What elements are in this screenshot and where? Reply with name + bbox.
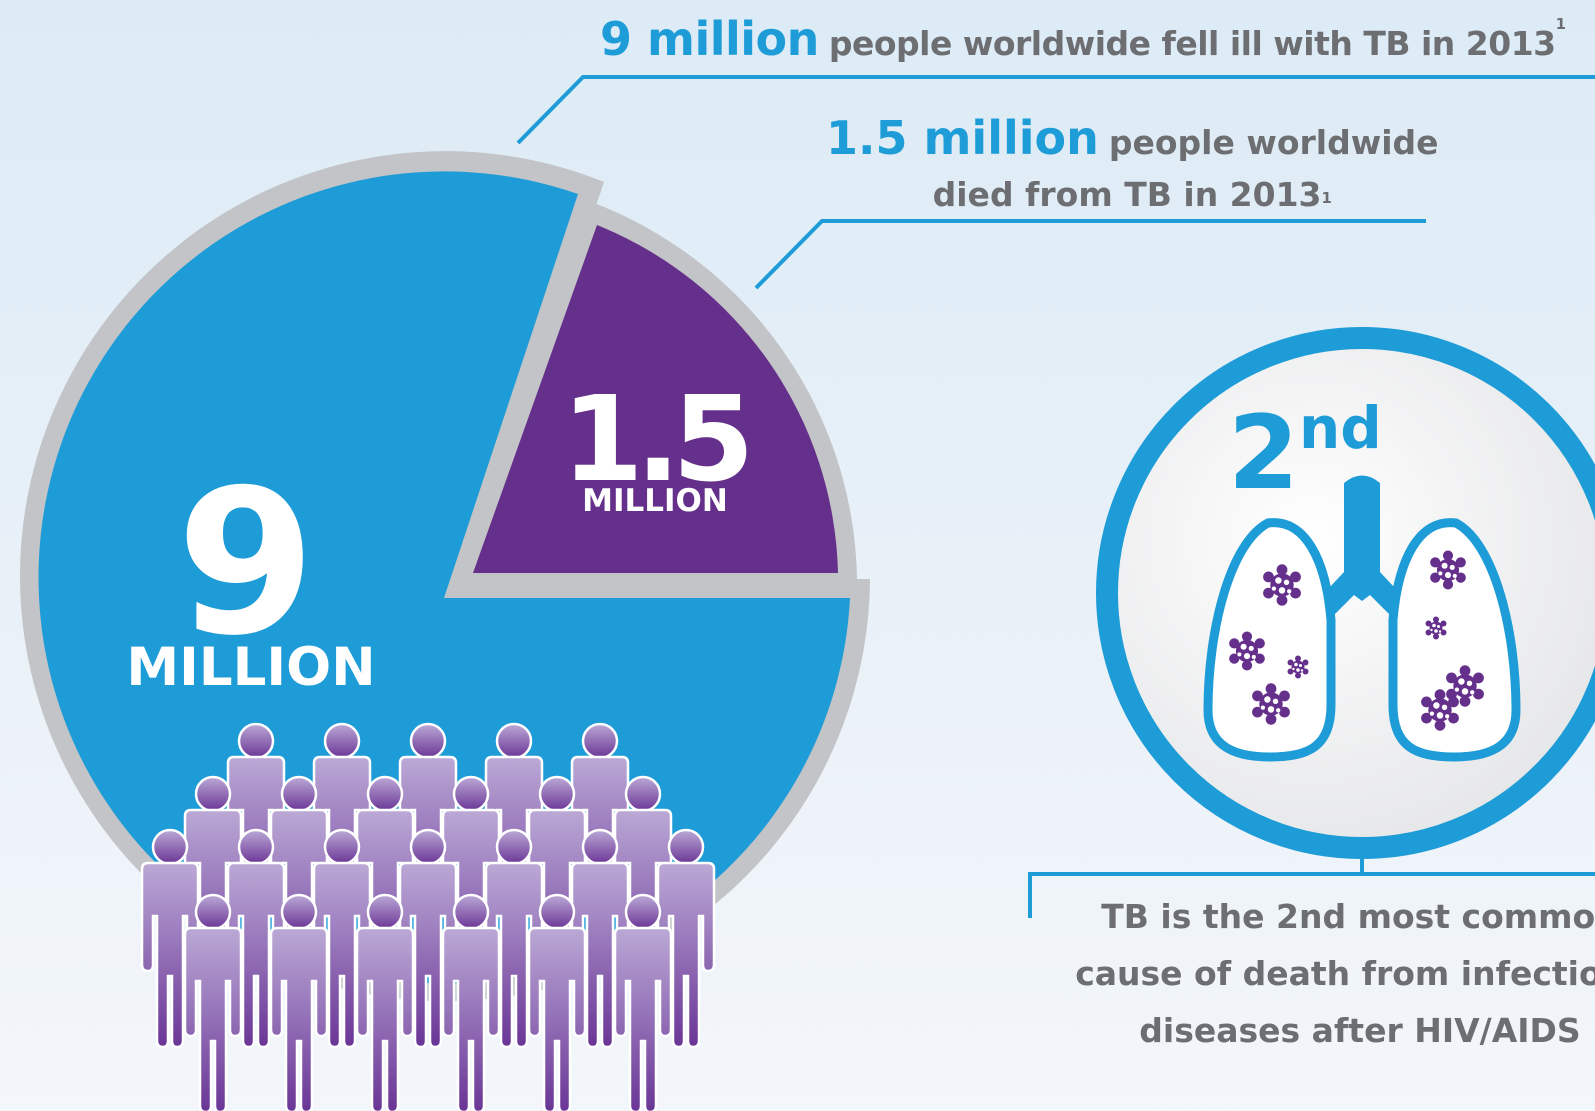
leader-line-ill bbox=[516, 75, 1595, 145]
pie-slice-died bbox=[473, 225, 838, 573]
pie-unit-died: MILLION bbox=[582, 483, 728, 519]
rank-number: 2nd bbox=[1228, 394, 1382, 513]
pie-number-ill: 9 bbox=[176, 447, 315, 680]
footnote-ill: 1 bbox=[1555, 14, 1566, 33]
bracket-connector bbox=[1028, 872, 1595, 918]
caption-died: 1.5 million people worldwide died from TB… bbox=[826, 112, 1439, 221]
pie-number-died: 1.5 bbox=[561, 370, 746, 508]
stat-value-died: 1.5 million bbox=[826, 111, 1099, 165]
stat-caption-died-line2: died from TB in 2013 bbox=[932, 175, 1322, 214]
leader-line-died bbox=[754, 219, 1426, 290]
footnote-died: 1 bbox=[1321, 188, 1332, 207]
rank-badge: 2nd bbox=[1096, 327, 1595, 859]
caption-ill: 9 million people worldwide fell ill with … bbox=[600, 12, 1566, 66]
people-crowd-icon bbox=[140, 722, 716, 1111]
pie-unit-ill: MILLION bbox=[126, 637, 375, 698]
rank-description: TB is the 2nd most common cause of death… bbox=[1075, 897, 1595, 1050]
stat-value-ill: 9 million bbox=[600, 12, 819, 66]
stat-caption-died-line1: people worldwide bbox=[1108, 123, 1439, 162]
stat-caption-ill: people worldwide fell ill with TB in 201… bbox=[828, 24, 1556, 63]
